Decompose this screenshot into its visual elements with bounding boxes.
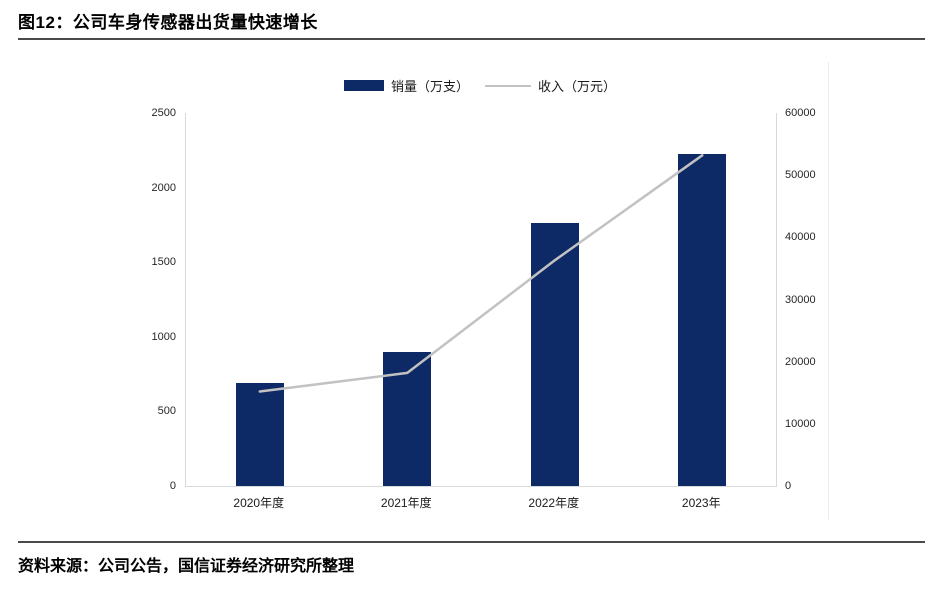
legend-item-sales: 销量（万支）	[343, 76, 469, 95]
legend-item-revenue: 收入（万元）	[485, 76, 616, 95]
left-tick-1500: 1500	[151, 256, 176, 269]
footer-divider	[18, 541, 925, 543]
title-divider	[18, 38, 925, 40]
x-label-2022年度: 2022年度	[528, 496, 580, 510]
chart-legend: 销量（万支） 收入（万元）	[185, 76, 775, 95]
x-label-2021年度: 2021年度	[380, 496, 432, 510]
right-tick-10000: 10000	[785, 417, 816, 430]
left-tick-2500: 2500	[151, 107, 176, 119]
right-tick-30000: 30000	[785, 293, 816, 306]
left-tick-2000: 2000	[151, 181, 176, 194]
right-tick-0: 0	[785, 480, 792, 492]
plot-area	[185, 113, 777, 487]
right-tick-60000: 60000	[785, 107, 816, 119]
figure-title: 图12：公司车身传感器出货量快速增长	[18, 13, 318, 32]
chart-area: 0 500 1000 1500 2000 2500 0 10000 20000 30000 400…	[152, 107, 816, 510]
legend-line-swatch	[485, 84, 531, 87]
left-tick-0: 0	[169, 480, 176, 492]
legend-bar-swatch	[343, 80, 384, 91]
legend-line-label: 收入（万元）	[538, 79, 617, 94]
right-tick-20000: 20000	[785, 355, 816, 368]
x-label-2023年: 2023年	[681, 496, 721, 510]
bar-2022年度	[530, 223, 579, 486]
right-tick-40000: 40000	[785, 231, 816, 244]
left-tick-500: 500	[157, 405, 176, 418]
bar-2023年	[678, 154, 727, 486]
bar-2020年度	[235, 383, 284, 486]
left-tick-1000: 1000	[151, 330, 176, 343]
right-tick-50000: 50000	[785, 169, 816, 182]
chart-panel-right-border	[828, 62, 829, 520]
x-label-2020年度: 2020年度	[233, 496, 285, 510]
revenue-line	[258, 154, 704, 393]
source-note: 资料来源：公司公告，国信证券经济研究所整理	[18, 558, 355, 575]
legend-bar-label: 销量（万支）	[390, 79, 469, 94]
